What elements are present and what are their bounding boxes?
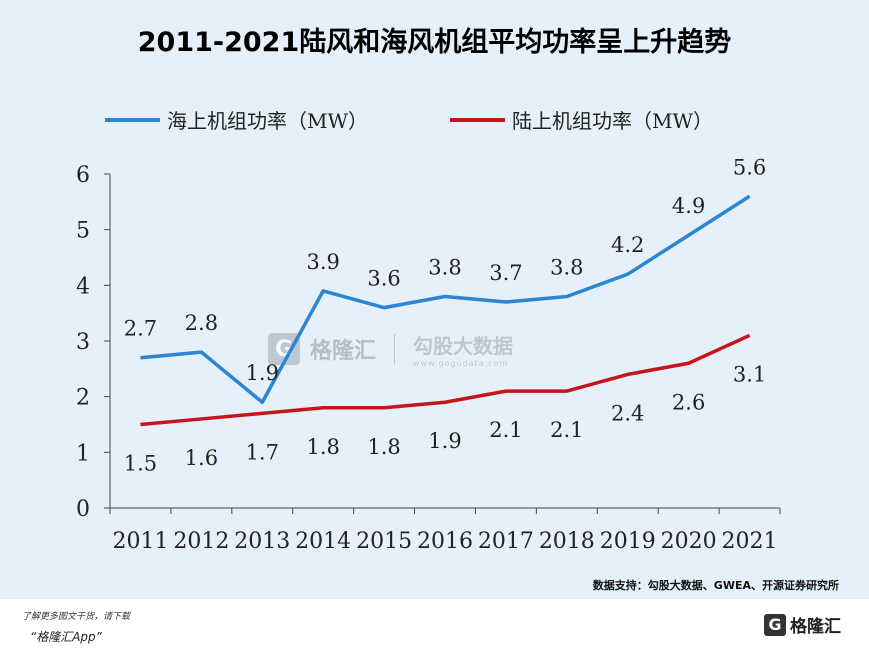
data-label-onshore: 1.8 xyxy=(306,435,339,459)
watermark-partner-url: www.gogudata.com xyxy=(413,359,509,368)
x-tick-label: 2013 xyxy=(234,529,290,554)
data-label-onshore: 2.1 xyxy=(489,418,522,442)
x-tick-label: 2020 xyxy=(661,529,717,554)
x-tick-label: 2015 xyxy=(356,529,412,554)
watermark-brand: 格隆汇 xyxy=(310,339,377,364)
y-tick-label: 6 xyxy=(76,163,90,188)
footer-logo: G 格隆汇 xyxy=(764,612,841,637)
data-label-offshore: 2.8 xyxy=(185,311,218,335)
brand-logo-text: 格隆汇 xyxy=(790,617,841,637)
series-line-onshore xyxy=(140,333,751,427)
x-tick-label: 2021 xyxy=(722,529,778,554)
data-label-onshore: 3.1 xyxy=(733,362,766,386)
footer-promo-text: 了解更多图文干货，请下载 xyxy=(22,612,131,622)
data-label-offshore: 4.2 xyxy=(611,233,644,257)
y-tick-label: 2 xyxy=(76,386,90,411)
data-label-offshore: 3.6 xyxy=(367,267,400,291)
data-label-offshore: 3.8 xyxy=(428,255,461,279)
x-tick-label: 2017 xyxy=(478,529,534,554)
data-label-offshore: 3.9 xyxy=(306,250,339,274)
brand-logo-icon: G xyxy=(764,613,786,636)
x-tick-label: 2016 xyxy=(417,529,473,554)
chart-title: 2011-2021陆风和海风机组平均功率呈上升趋势 xyxy=(137,27,732,58)
data-label-onshore: 2.1 xyxy=(550,418,583,442)
y-tick-label: 3 xyxy=(76,330,90,355)
data-label-offshore: 3.8 xyxy=(550,255,583,279)
legend-label: 海上机组功率（MW） xyxy=(167,109,368,133)
data-label-onshore: 1.7 xyxy=(246,440,279,464)
data-label-offshore: 5.6 xyxy=(733,155,766,179)
data-label-offshore: 3.7 xyxy=(489,261,522,285)
data-label-offshore: 2.7 xyxy=(124,317,157,341)
x-tick-label: 2012 xyxy=(173,529,229,554)
data-label-onshore: 1.9 xyxy=(428,429,461,453)
y-tick-label: 0 xyxy=(76,497,90,522)
y-tick-label: 4 xyxy=(76,274,90,299)
data-source: 数据支持：勾股大数据、GWEA、开源证券研究所 xyxy=(592,579,839,592)
data-label-onshore: 2.4 xyxy=(611,401,644,425)
data-label-onshore: 1.5 xyxy=(124,452,157,476)
watermark-separator xyxy=(394,334,396,364)
watermark: G 格隆汇 勾股大数据 www.gogudata.com xyxy=(268,330,513,368)
data-label-offshore: 4.9 xyxy=(672,194,705,218)
data-label-onshore: 1.8 xyxy=(367,435,400,459)
watermark-partner: 勾股大数据 xyxy=(413,334,514,358)
y-tick-label: 1 xyxy=(76,441,90,466)
data-label-onshore: 1.6 xyxy=(185,446,218,470)
data-label-onshore: 2.6 xyxy=(672,390,705,414)
series-line-offshore xyxy=(140,194,751,404)
x-tick-label: 2018 xyxy=(539,529,595,554)
x-tick-label: 2019 xyxy=(600,529,656,554)
x-tick-label: 2011 xyxy=(112,529,168,554)
data-label-offshore: 1.9 xyxy=(246,361,279,385)
footer-app-name: “格隆汇App” xyxy=(30,630,102,644)
x-tick-label: 2014 xyxy=(295,529,351,554)
y-tick-label: 5 xyxy=(76,219,90,244)
legend-label: 陆上机组功率（MW） xyxy=(512,109,713,133)
